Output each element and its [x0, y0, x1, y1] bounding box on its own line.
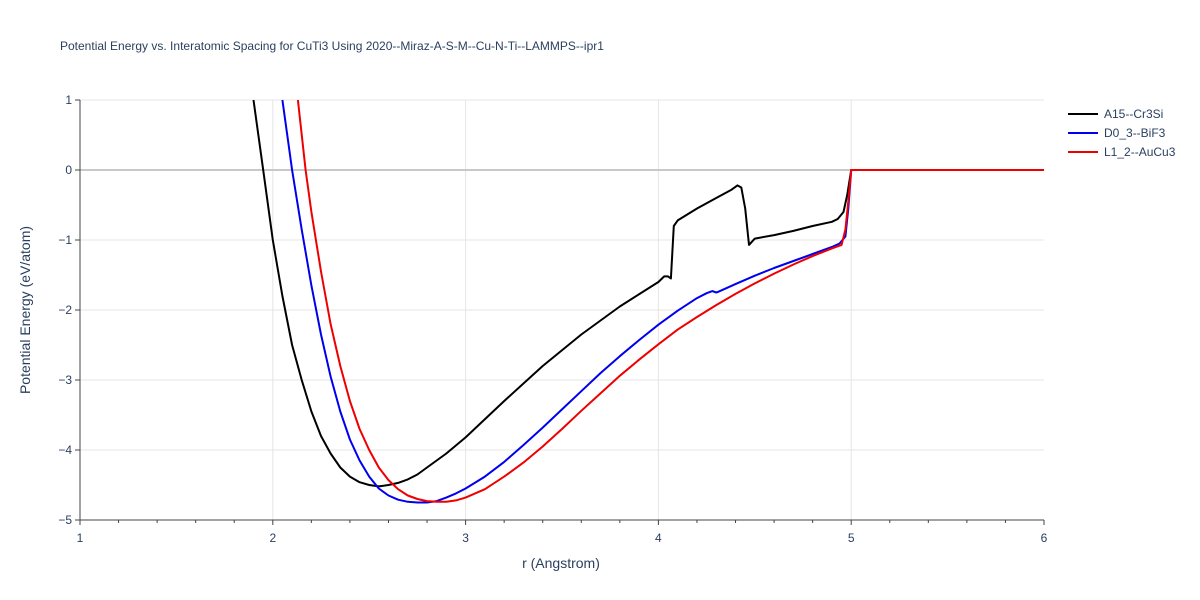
- grid-lines: [80, 99, 1044, 520]
- y-tick-label: −1: [58, 233, 72, 247]
- series-line-0: [252, 100, 1044, 488]
- tick-labels: 1 2 3 4 5 6 1 0 −1 −2 −3 −4 −5: [58, 93, 1047, 545]
- series-lines: [252, 100, 1044, 504]
- series-line-1: [281, 100, 1044, 504]
- legend-item-1[interactable]: D0_3--BiF3: [1068, 126, 1166, 140]
- y-axis-title: Potential Energy (eV/atom): [17, 226, 33, 394]
- x-axis-title: r (Angstrom): [522, 555, 600, 571]
- y-tick-label: 1: [65, 93, 72, 107]
- x-tick-label: 4: [655, 531, 662, 545]
- legend-label: D0_3--BiF3: [1104, 126, 1166, 140]
- x-tick-label: 1: [77, 531, 84, 545]
- series-line-2: [296, 100, 1044, 503]
- y-tick-label: −4: [58, 443, 72, 457]
- legend-label: A15--Cr3Si: [1104, 107, 1163, 121]
- y-tick-label: 0: [65, 163, 72, 177]
- y-tick-label: −5: [58, 513, 72, 527]
- chart-title: Potential Energy vs. Interatomic Spacing…: [60, 39, 604, 53]
- legend-label: L1_2--AuCu3: [1104, 145, 1176, 159]
- y-tick-label: −2: [58, 303, 72, 317]
- y-tick-label: −3: [58, 373, 72, 387]
- axes: [75, 99, 1045, 525]
- x-tick-label: 5: [848, 531, 855, 545]
- x-tick-label: 2: [269, 531, 276, 545]
- legend[interactable]: A15--Cr3Si D0_3--BiF3 L1_2--AuCu3: [1068, 107, 1176, 159]
- legend-item-2[interactable]: L1_2--AuCu3: [1068, 145, 1176, 159]
- x-tick-label: 3: [462, 531, 469, 545]
- x-tick-label: 6: [1041, 531, 1048, 545]
- legend-item-0[interactable]: A15--Cr3Si: [1068, 107, 1163, 121]
